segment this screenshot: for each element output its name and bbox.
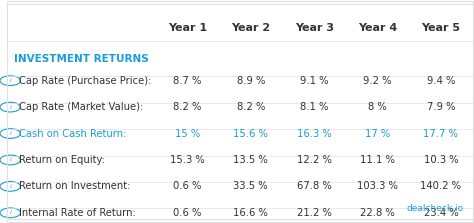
Text: 12.2 %: 12.2 % bbox=[297, 155, 332, 165]
Text: 8.9 %: 8.9 % bbox=[237, 76, 265, 86]
Text: 17.7 %: 17.7 % bbox=[423, 128, 458, 138]
Text: 16.3 %: 16.3 % bbox=[297, 128, 331, 138]
Text: INVESTMENT RETURNS: INVESTMENT RETURNS bbox=[14, 54, 148, 64]
Text: Return on Equity:: Return on Equity: bbox=[18, 155, 105, 165]
Text: 13.5 %: 13.5 % bbox=[233, 155, 268, 165]
Text: Year 2: Year 2 bbox=[231, 23, 270, 33]
Text: 9.4 %: 9.4 % bbox=[427, 76, 455, 86]
Text: 10.3 %: 10.3 % bbox=[424, 155, 458, 165]
Text: 16.6 %: 16.6 % bbox=[233, 208, 268, 218]
Text: 8.1 %: 8.1 % bbox=[300, 102, 328, 112]
Text: dealcheck.io: dealcheck.io bbox=[406, 204, 463, 213]
Text: 23.4 %: 23.4 % bbox=[424, 208, 458, 218]
Text: i: i bbox=[9, 157, 11, 162]
Text: Cap Rate (Market Value):: Cap Rate (Market Value): bbox=[18, 102, 143, 112]
Text: 17 %: 17 % bbox=[365, 128, 390, 138]
Text: 67.8 %: 67.8 % bbox=[297, 181, 331, 191]
Text: Year 1: Year 1 bbox=[168, 23, 207, 33]
Text: i: i bbox=[9, 131, 11, 136]
Text: i: i bbox=[9, 210, 11, 215]
Text: Internal Rate of Return:: Internal Rate of Return: bbox=[18, 208, 136, 218]
Text: 7.9 %: 7.9 % bbox=[427, 102, 455, 112]
Text: 9.2 %: 9.2 % bbox=[363, 76, 392, 86]
Text: i: i bbox=[9, 78, 11, 83]
Text: 33.5 %: 33.5 % bbox=[233, 181, 268, 191]
Text: 8.2 %: 8.2 % bbox=[237, 102, 265, 112]
Text: Cash on Cash Return:: Cash on Cash Return: bbox=[18, 128, 126, 138]
Text: Cap Rate (Purchase Price):: Cap Rate (Purchase Price): bbox=[18, 76, 151, 86]
Text: 11.1 %: 11.1 % bbox=[360, 155, 395, 165]
Text: 0.6 %: 0.6 % bbox=[173, 208, 201, 218]
Text: 140.2 %: 140.2 % bbox=[420, 181, 461, 191]
Text: 15.3 %: 15.3 % bbox=[170, 155, 205, 165]
Text: Return on Investment:: Return on Investment: bbox=[18, 181, 130, 191]
Text: 9.1 %: 9.1 % bbox=[300, 76, 328, 86]
Text: i: i bbox=[9, 184, 11, 189]
Text: Year 5: Year 5 bbox=[421, 23, 460, 33]
Text: 15 %: 15 % bbox=[175, 128, 200, 138]
Text: i: i bbox=[9, 105, 11, 109]
Text: 0.6 %: 0.6 % bbox=[173, 181, 201, 191]
Text: Year 3: Year 3 bbox=[295, 23, 334, 33]
Text: 8.2 %: 8.2 % bbox=[173, 102, 201, 112]
Text: 15.6 %: 15.6 % bbox=[233, 128, 268, 138]
Text: 21.2 %: 21.2 % bbox=[297, 208, 332, 218]
Text: Year 4: Year 4 bbox=[358, 23, 397, 33]
Text: 8 %: 8 % bbox=[368, 102, 387, 112]
Text: 8.7 %: 8.7 % bbox=[173, 76, 201, 86]
Text: 22.8 %: 22.8 % bbox=[360, 208, 395, 218]
Text: 103.3 %: 103.3 % bbox=[357, 181, 398, 191]
